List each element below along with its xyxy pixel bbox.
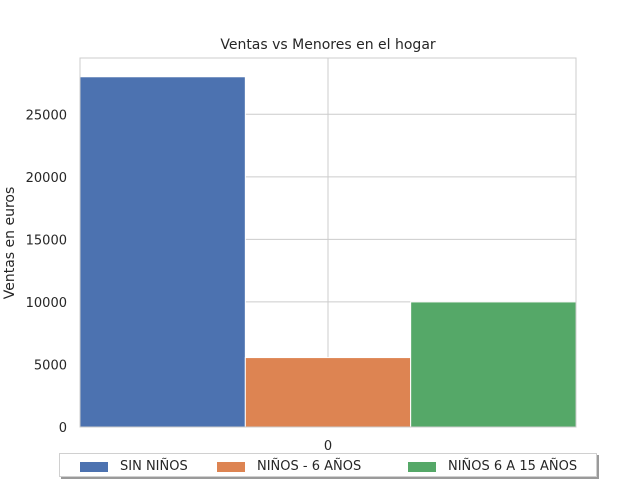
y-axis-label: Ventas en euros xyxy=(2,187,18,300)
legend-label: NIÑOS - 6 AÑOS xyxy=(257,459,362,474)
legend-swatch xyxy=(217,461,245,472)
bar xyxy=(410,301,577,428)
legend-item: NIÑOS - 6 AÑOS xyxy=(217,459,361,474)
y-tick-labels: 0 5000 10000 15000 20000 25000 xyxy=(26,108,67,436)
y-tick-label: 25000 xyxy=(26,108,67,123)
bar xyxy=(244,357,412,428)
legend-item: NIÑOS 6 A 15 AÑOS xyxy=(408,459,577,474)
y-tick-label: 5000 xyxy=(34,358,67,373)
legend-label: SIN NIÑOS xyxy=(120,459,188,474)
chart-title: Ventas vs Menores en el hogar xyxy=(220,37,436,53)
x-tick-label: 0 xyxy=(324,439,332,454)
bar xyxy=(79,76,246,428)
bars xyxy=(79,76,577,428)
plot-frame xyxy=(79,57,577,428)
y-tick-label: 15000 xyxy=(26,233,67,248)
legend-item: SIN NIÑOS xyxy=(80,459,188,474)
y-tick-label: 10000 xyxy=(26,296,67,311)
legend-swatch xyxy=(408,461,436,472)
y-tick-label: 20000 xyxy=(26,171,67,186)
y-tick-label: 0 xyxy=(59,421,67,436)
legend-swatch xyxy=(80,461,108,472)
x-tick-labels: 0 xyxy=(324,439,332,454)
legend: SIN NIÑOS NIÑOS - 6 AÑOS NIÑOS 6 A 15 AÑOS xyxy=(59,453,597,477)
legend-label: NIÑOS 6 A 15 AÑOS xyxy=(448,459,578,474)
